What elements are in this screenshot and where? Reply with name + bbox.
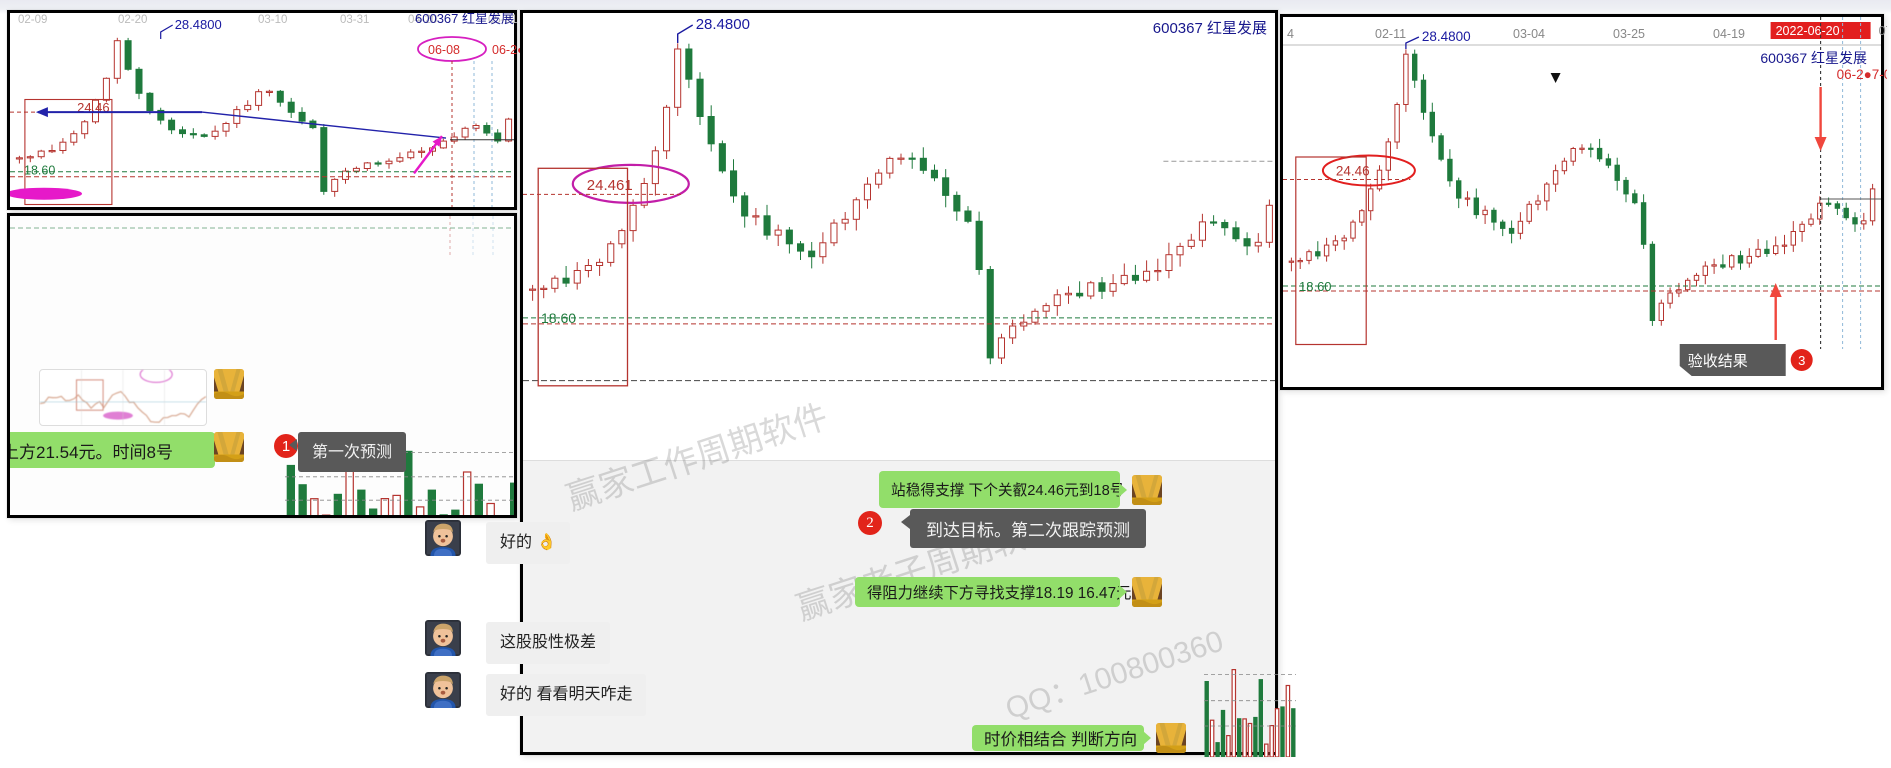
svg-text:06-2●7-04: 06-2●7-04 xyxy=(492,43,520,57)
svg-text:03-04: 03-04 xyxy=(1513,27,1545,41)
svg-text:03-31: 03-31 xyxy=(340,14,369,26)
svg-text:28.4800: 28.4800 xyxy=(696,16,750,33)
svg-text:03-10: 03-10 xyxy=(258,14,287,26)
svg-text:06-2●7-04: 06-2●7-04 xyxy=(1837,67,1887,82)
svg-text:18.60: 18.60 xyxy=(541,310,576,326)
svg-text:02-11: 02-11 xyxy=(1375,27,1406,41)
svg-text:02-09: 02-09 xyxy=(18,14,47,26)
svg-text:28.4800: 28.4800 xyxy=(175,17,222,32)
svg-text:600367 红星发展: 600367 红星发展 xyxy=(1760,50,1867,66)
svg-text:18.60: 18.60 xyxy=(24,164,55,178)
svg-text:600367 红星发展: 600367 红星发展 xyxy=(1153,20,1267,37)
svg-text:02-20: 02-20 xyxy=(118,14,147,26)
svg-text:07-18: 07-18 xyxy=(1879,24,1887,38)
svg-text:3: 3 xyxy=(1798,353,1805,368)
svg-text:24.46: 24.46 xyxy=(1336,164,1370,179)
svg-text:04-19: 04-19 xyxy=(1713,27,1745,41)
svg-text:06-08: 06-08 xyxy=(428,43,460,57)
svg-text:24.461: 24.461 xyxy=(587,177,633,194)
svg-text:验收结果: 验收结果 xyxy=(1688,353,1748,370)
svg-text:600367 红星发展: 600367 红星发展 xyxy=(415,13,514,26)
svg-text:2022-06-20: 2022-06-20 xyxy=(1776,24,1840,38)
svg-text:28.4800: 28.4800 xyxy=(1422,29,1471,44)
svg-text:18.60: 18.60 xyxy=(1299,279,1332,294)
svg-text:4: 4 xyxy=(1287,27,1294,41)
svg-text:03-25: 03-25 xyxy=(1613,27,1645,41)
